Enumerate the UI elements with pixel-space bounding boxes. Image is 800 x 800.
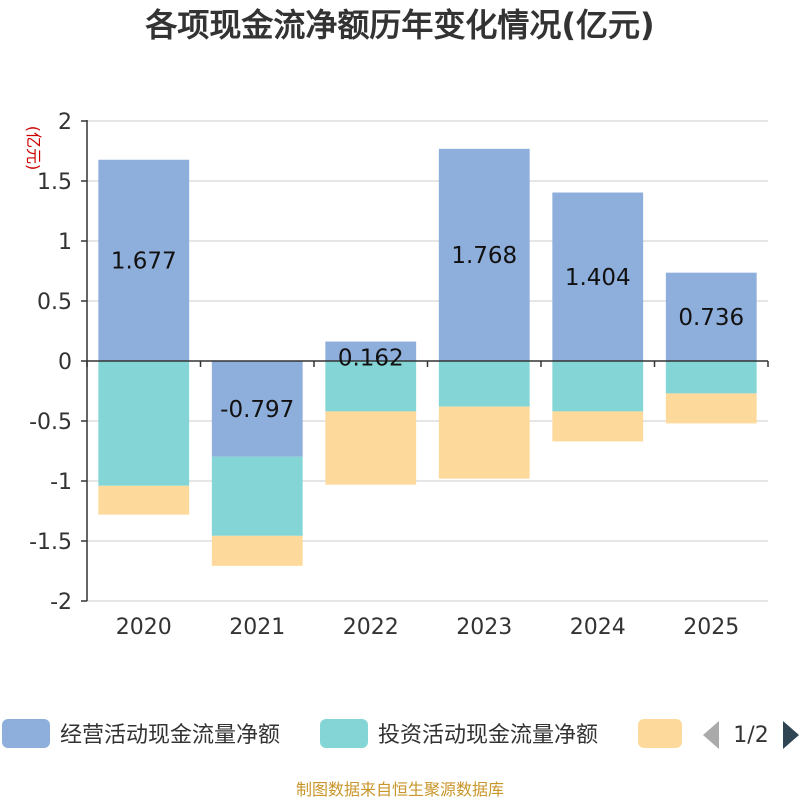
bar-1-2023 <box>438 148 530 361</box>
data-label-2023: 1.768 <box>451 243 517 269</box>
y-tick-label: -2 <box>50 590 72 615</box>
grid-lines <box>87 120 768 602</box>
y-tick-label: 1 <box>58 230 72 255</box>
data-label-2020: 1.677 <box>111 248 177 274</box>
legend-label-investing: 投资活动现金流量净额 <box>378 723 598 748</box>
y-tick-label: 2 <box>58 110 72 135</box>
legend-page-indicator: 1/2 <box>733 723 768 748</box>
bar-2-2024 <box>552 361 644 412</box>
x-tick-label: 2020 <box>116 615 172 640</box>
bar-3-2022 <box>325 411 417 485</box>
bars <box>98 148 757 566</box>
x-tick-label: 2025 <box>683 615 739 640</box>
data-label-2021: -0.797 <box>220 397 294 423</box>
legend-prev-page-icon[interactable] <box>703 721 719 749</box>
legend-label-operating: 经营活动现金流量净额 <box>60 723 280 748</box>
footer-source: 制图数据来自恒生聚源数据库 <box>296 780 504 799</box>
y-tick-label: -1.5 <box>29 530 72 555</box>
legend-next-page-icon[interactable] <box>783 721 799 749</box>
data-labels: 1.677 -0.797 0.162 1.768 1.404 0.736 <box>111 243 744 423</box>
legend-item-investing[interactable]: 投资活动现金流量净额 <box>320 719 598 748</box>
legend: 经营活动现金流量净额 投资活动现金流量净额 1/2 <box>2 719 799 749</box>
bar-3-2023 <box>438 406 530 479</box>
bar-1-2022 <box>325 341 417 361</box>
y-tick-label: 1.5 <box>37 170 72 195</box>
x-tick-label: 2021 <box>229 615 285 640</box>
legend-item-operating[interactable]: 经营活动现金流量净额 <box>2 719 280 748</box>
axes <box>81 120 769 602</box>
legend-item-financing[interactable] <box>638 719 682 748</box>
tick-labels: 2 1.5 1 0.5 0 -0.5 -1 -1.5 -2 2020 2021 2022 2023 202… <box>29 110 739 640</box>
legend-swatch-operating <box>2 719 50 748</box>
bar-2-2023 <box>438 361 530 407</box>
bar-1-2025 <box>665 272 757 361</box>
y-tick-label: 0 <box>58 350 72 375</box>
bar-1-2020 <box>98 159 190 361</box>
x-tick-label: 2024 <box>570 615 626 640</box>
bar-1-2024 <box>552 192 644 361</box>
y-tick-label: -1 <box>50 470 72 495</box>
y-tick-label: 0.5 <box>37 290 72 315</box>
bar-2-2021 <box>211 456 303 536</box>
legend-swatch-financing <box>638 719 682 748</box>
bar-3-2020 <box>98 485 190 515</box>
x-tick-label: 2023 <box>456 615 512 640</box>
bar-3-2025 <box>665 393 757 424</box>
y-tick-label: -0.5 <box>29 410 72 435</box>
data-label-2024: 1.404 <box>565 265 631 291</box>
bar-2-2020 <box>98 361 190 486</box>
bar-3-2024 <box>552 411 644 442</box>
bar-2-2025 <box>665 361 757 394</box>
bar-3-2021 <box>211 535 303 566</box>
legend-swatch-investing <box>320 719 368 748</box>
data-label-2022: 0.162 <box>338 346 404 372</box>
data-label-2025: 0.736 <box>678 305 744 331</box>
x-tick-label: 2022 <box>343 615 399 640</box>
y-axis-unit-label: (亿元) <box>24 126 43 171</box>
bar-2-2022 <box>325 361 417 412</box>
bar-1-2021 <box>211 361 303 457</box>
chart-title: 各项现金流净额历年变化情况(亿元) <box>145 6 654 44</box>
